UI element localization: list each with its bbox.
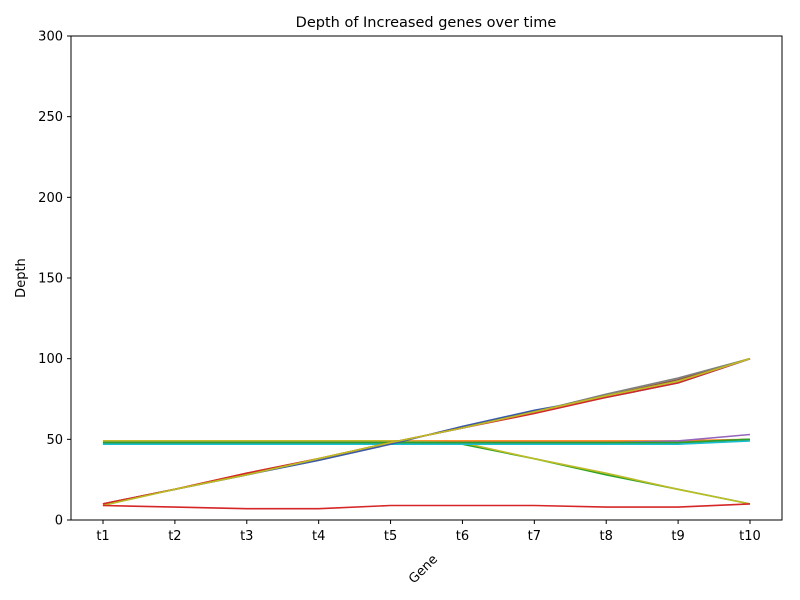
y-tick-label: 0 xyxy=(55,514,63,529)
series-line-13 xyxy=(102,357,751,507)
plot-area xyxy=(70,35,783,521)
x-tick-label: t5 xyxy=(384,529,397,544)
series-line-7 xyxy=(103,440,751,446)
series-line-12 xyxy=(102,357,751,505)
x-axis-label: Gene xyxy=(406,552,441,587)
series-line-4 xyxy=(103,440,751,505)
series-line-11 xyxy=(102,357,751,505)
y-tick-label: 200 xyxy=(38,191,63,206)
x-tick-label: t4 xyxy=(312,529,325,544)
x-axis: t1 t2 t3 t4 t5 t6 t7 t8 t9 t10 xyxy=(96,520,761,544)
y-tick-label: 100 xyxy=(38,352,63,367)
series-line-8 xyxy=(103,438,751,444)
y-axis: 0 50 100 150 200 250 300 xyxy=(38,30,71,529)
x-tick-label: t1 xyxy=(96,529,109,544)
series-line-14 xyxy=(102,503,751,510)
x-tick-label: t7 xyxy=(528,529,541,544)
series-line-9 xyxy=(102,357,751,505)
y-tick-label: 250 xyxy=(38,110,63,125)
x-tick-label: t2 xyxy=(168,529,181,544)
y-tick-label: 50 xyxy=(46,433,63,448)
y-tick-label: 150 xyxy=(38,272,63,287)
series-layer xyxy=(102,357,751,510)
y-axis-label: Depth xyxy=(14,258,29,298)
series-line-10 xyxy=(102,357,751,505)
x-tick-label: t10 xyxy=(739,529,761,544)
series-line-3 xyxy=(103,441,751,505)
x-tick-label: t9 xyxy=(671,529,684,544)
y-tick-label: 300 xyxy=(38,30,63,45)
plot-frame xyxy=(70,35,783,521)
x-tick-label: t6 xyxy=(456,529,469,544)
chart-title: Depth of Increased genes over time xyxy=(296,15,557,31)
x-tick-label: t3 xyxy=(240,529,253,544)
x-tick-label: t8 xyxy=(600,529,613,544)
